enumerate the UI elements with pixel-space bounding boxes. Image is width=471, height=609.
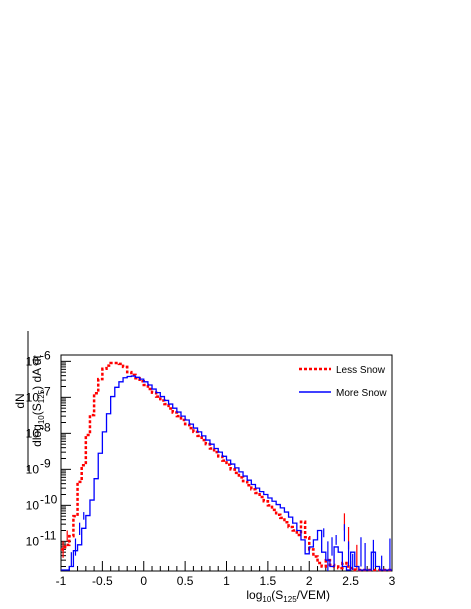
x-tick-label: 2.5 [342,574,359,588]
y-axis-title: dN dlog10(S125) dA dt [13,331,46,471]
x-tick-label: -0.5 [92,574,113,588]
y-axis-denominator: dlog10(S125) dA dt [30,355,46,447]
x-tick-label: 0.5 [177,574,194,588]
y-axis-numerator: dN [13,393,27,408]
legend: Less Snow More Snow [299,365,387,399]
legend-label-less-snow: Less Snow [336,365,386,376]
y-tick-label: 10 [26,390,40,404]
y-tick-exponent: -10 [40,492,58,506]
x-tick-label: 1 [223,574,230,588]
y-tick-label: 10 [26,462,40,476]
y-tick-label: 10 [26,534,40,548]
y-tick-label: 10 [26,354,40,368]
y-tick-exponent: -7 [40,384,51,398]
y-tick-label: 10 [26,498,40,512]
series-line-less-snow [61,361,392,572]
x-tick-label: 0 [140,574,147,588]
legend-label-more-snow: More Snow [336,388,387,399]
y-tick-exponent: -6 [40,348,51,362]
x-axis-title: log10(S125/VEM) [246,588,330,604]
x-tick-label: 2 [306,574,313,588]
x-tick-label: -1 [56,574,67,588]
x-tick-label: 3 [389,574,396,588]
series-line-more-snow [61,375,392,571]
x-tick-label: 1.5 [260,574,277,588]
y-tick-exponent: -8 [40,420,51,434]
y-tick-label: 10 [26,426,40,440]
y-tick-exponent: -11 [40,528,57,542]
y-tick-exponent: -9 [40,456,51,470]
